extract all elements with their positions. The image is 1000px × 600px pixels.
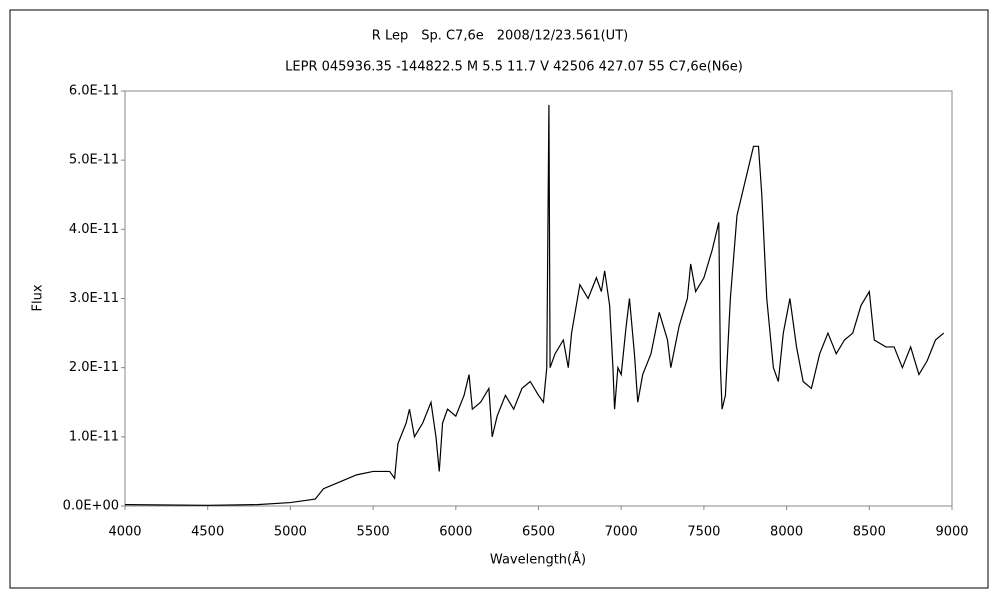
x-axis-label: Wavelength(Å) — [490, 552, 586, 568]
y-tick-label: 1.0E-11 — [69, 429, 119, 444]
spectrum-line — [124, 104, 945, 506]
y-axis-label: Flux — [31, 284, 46, 311]
x-tick-label: 5500 — [357, 525, 390, 540]
chart-subtitle: LEPR 045936.35 -144822.5 M 5.5 11.7 V 42… — [285, 60, 743, 75]
y-tick-label: 6.0E-11 — [69, 84, 119, 99]
x-tick-label: 5000 — [274, 525, 307, 540]
y-tick-label: 5.0E-11 — [69, 153, 119, 168]
x-tick-label: 8000 — [770, 525, 803, 540]
x-tick-label: 8500 — [853, 525, 886, 540]
y-tick-label: 0.0E+00 — [63, 499, 119, 514]
x-tick-label: 7500 — [687, 525, 720, 540]
x-tick-label: 9000 — [935, 525, 968, 540]
y-tick-label: 2.0E-11 — [69, 360, 119, 375]
x-tick-label: 6500 — [522, 525, 555, 540]
y-tick-label: 4.0E-11 — [69, 222, 119, 237]
x-tick-label: 4000 — [108, 525, 141, 540]
x-tick-label: 4500 — [191, 525, 224, 540]
x-tick-label: 7000 — [605, 525, 638, 540]
chart-title: R Lep Sp. C7,6e 2008/12/23.561(UT) — [372, 29, 628, 44]
y-tick-label: 3.0E-11 — [69, 291, 119, 306]
x-tick-label: 6000 — [439, 525, 472, 540]
chart-border — [9, 9, 989, 589]
